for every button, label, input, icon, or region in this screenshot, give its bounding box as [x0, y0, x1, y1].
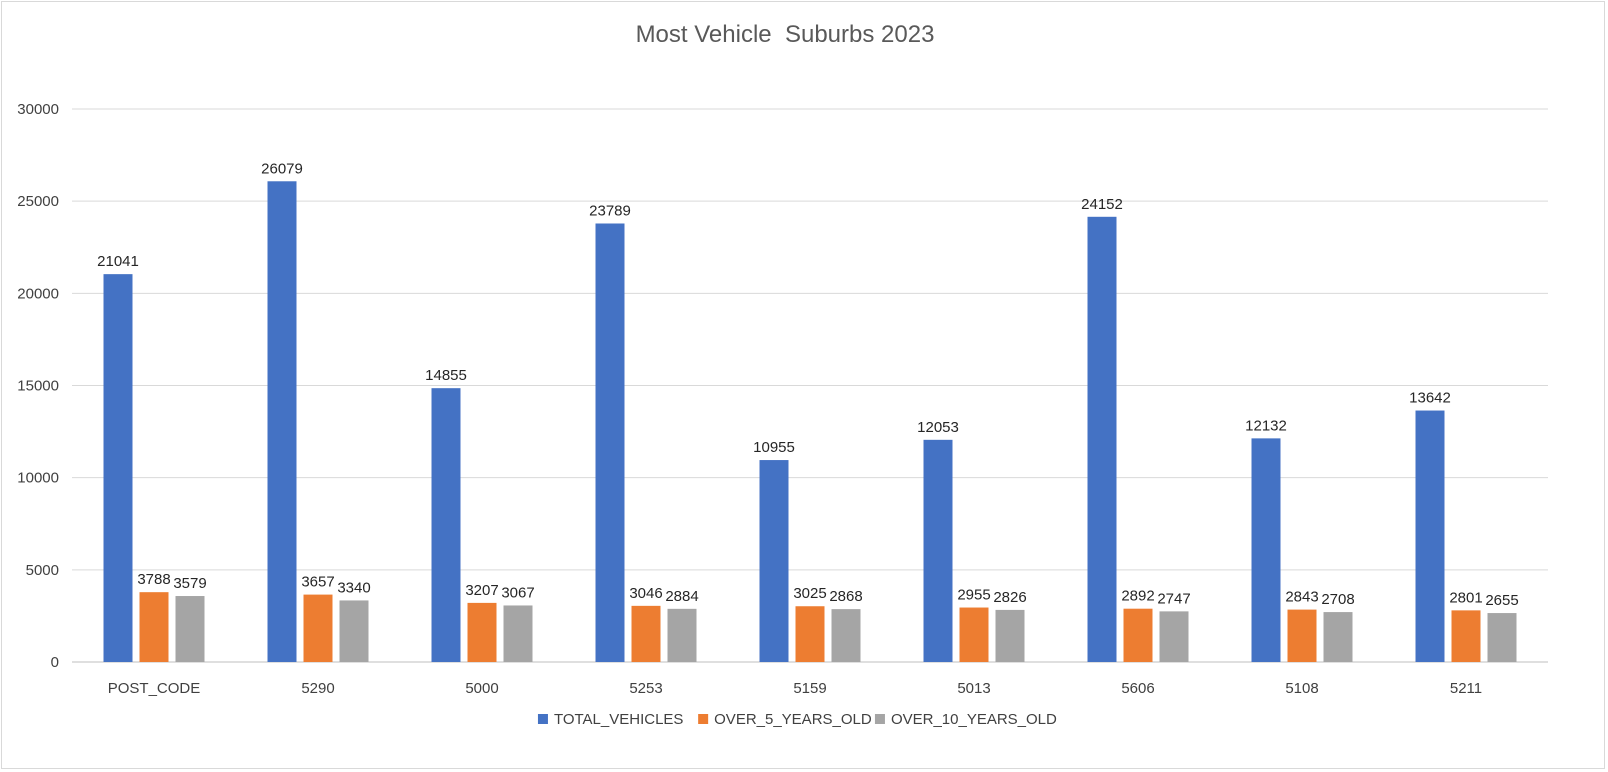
data-label: 13642: [1409, 390, 1451, 407]
x-tick-label: 5290: [301, 680, 334, 697]
bar-total-vehicles: [267, 181, 297, 662]
data-label: 3657: [301, 574, 334, 591]
bar-over-10-years-old: [175, 596, 205, 662]
data-label: 10955: [753, 439, 795, 456]
bar-over-5-years-old: [467, 602, 497, 662]
bar-over-10-years-old: [1323, 612, 1353, 662]
x-tick-label: 5211: [1450, 680, 1482, 697]
y-tick-label: 10000: [17, 470, 59, 487]
data-label: 2826: [993, 589, 1026, 606]
bar-over-5-years-old: [139, 592, 169, 662]
bar-over-5-years-old: [1287, 609, 1317, 662]
legend-label: TOTAL_VEHICLES: [554, 711, 684, 728]
data-label: 3046: [629, 585, 662, 602]
data-label: 14855: [425, 367, 467, 384]
legend-label: OVER_5_YEARS_OLD: [714, 711, 872, 728]
data-label: 2892: [1121, 588, 1154, 605]
bar-over-5-years-old: [1123, 608, 1153, 662]
bar-total-vehicles: [103, 274, 133, 662]
x-axis-ticks: POST_CODE 5290 5000 5253 5159 5013 5606 5108 521…: [108, 680, 1482, 697]
data-label: 3207: [465, 582, 498, 599]
x-tick-label: 5000: [465, 680, 498, 697]
bar-total-vehicles: [1415, 410, 1445, 662]
data-label: 3579: [173, 575, 206, 592]
bar-total-vehicles: [595, 223, 625, 662]
gridlines: [72, 108, 1548, 663]
legend-swatch: [874, 714, 885, 724]
data-label: 2868: [829, 588, 862, 605]
bars: [103, 181, 1517, 662]
data-label: 3067: [501, 584, 534, 601]
data-label: 12053: [917, 419, 959, 436]
data-label: 2747: [1157, 590, 1190, 607]
bar-over-10-years-old: [503, 605, 533, 662]
data-label: 2955: [957, 587, 990, 604]
bar-total-vehicles: [1251, 438, 1281, 662]
data-label: 26079: [261, 160, 303, 177]
bar-over-5-years-old: [631, 605, 661, 662]
legend: TOTAL_VEHICLES OVER_5_YEARS_OLD OVER_10_YE…: [537, 711, 1057, 728]
data-label: 3340: [337, 579, 370, 596]
y-tick-label: 30000: [17, 101, 59, 118]
bar-over-5-years-old: [959, 607, 989, 662]
data-label: 21041: [97, 253, 139, 270]
x-tick-label: 5159: [793, 680, 826, 697]
y-tick-label: 25000: [17, 193, 59, 210]
legend-swatch: [698, 714, 709, 724]
bar-over-10-years-old: [1487, 613, 1517, 662]
y-tick-label: 5000: [26, 562, 59, 579]
data-label: 3025: [793, 585, 826, 602]
x-tick-label: POST_CODE: [108, 680, 201, 697]
y-axis-ticks: 0 5000 10000 15000 20000 25000 30000: [17, 101, 59, 671]
bar-total-vehicles: [431, 388, 461, 662]
bar-over-5-years-old: [303, 594, 333, 662]
y-tick-label: 15000: [17, 378, 59, 395]
x-tick-label: 5108: [1285, 680, 1318, 697]
data-label: 2708: [1321, 591, 1354, 608]
data-label: 2655: [1485, 592, 1518, 609]
bar-over-5-years-old: [795, 606, 825, 662]
data-label: 2843: [1285, 589, 1318, 606]
bar-over-10-years-old: [1159, 611, 1189, 662]
bar-total-vehicles: [759, 460, 789, 662]
data-label: 2801: [1449, 589, 1482, 606]
x-tick-label: 5606: [1121, 680, 1154, 697]
bar-over-10-years-old: [831, 609, 861, 662]
bar-over-10-years-old: [667, 608, 697, 662]
data-label: 12132: [1245, 417, 1287, 434]
y-tick-label: 20000: [17, 285, 59, 302]
bar-over-10-years-old: [995, 609, 1025, 662]
x-tick-label: 5013: [957, 680, 990, 697]
data-labels: 21041 3788 3579 26079 3657 3340 14855 3207 3067 2…: [97, 160, 1519, 609]
y-tick-label: 0: [51, 654, 59, 671]
bar-over-10-years-old: [339, 600, 369, 662]
legend-swatch: [537, 714, 548, 724]
data-label: 23789: [589, 202, 631, 219]
data-label: 2884: [665, 588, 698, 605]
legend-label: OVER_10_YEARS_OLD: [891, 711, 1057, 728]
data-label: 24152: [1081, 196, 1123, 213]
bar-total-vehicles: [923, 439, 953, 662]
bar-total-vehicles: [1087, 216, 1117, 662]
chart-title: Most Vehicle Suburbs 2023: [636, 21, 935, 48]
x-tick-label: 5253: [629, 680, 662, 697]
data-label: 3788: [137, 571, 170, 588]
bar-over-5-years-old: [1451, 610, 1481, 662]
